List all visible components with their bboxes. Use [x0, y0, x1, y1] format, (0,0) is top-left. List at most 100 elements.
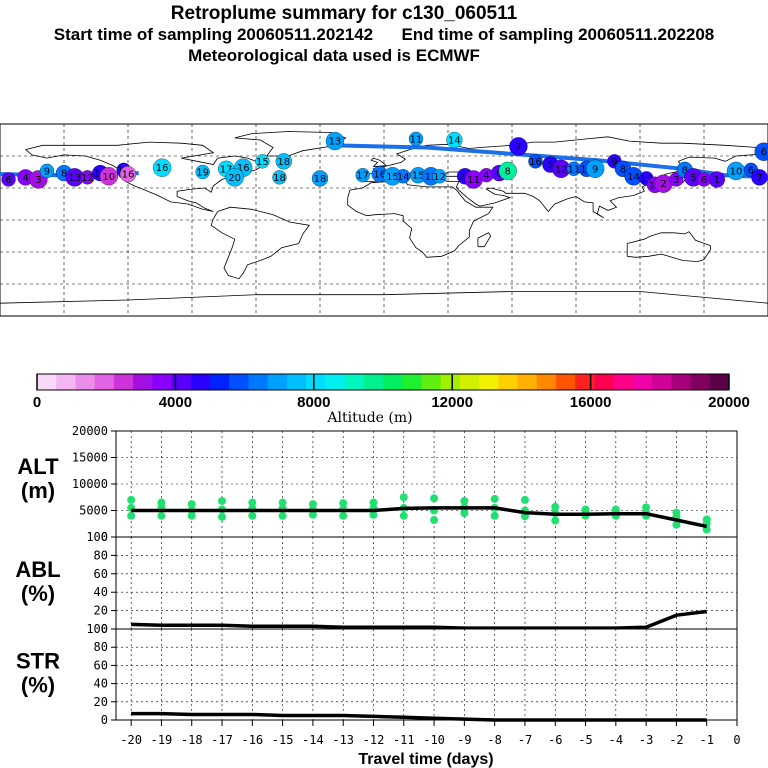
plume-marker-label: 7	[515, 142, 521, 153]
plume-marker	[754, 142, 768, 161]
colorbar-swatch	[171, 374, 192, 390]
plume-marker-label: 11	[467, 175, 480, 186]
altitude-point	[551, 502, 560, 511]
y-tick-label: 60	[94, 567, 108, 581]
plume-marker	[509, 137, 528, 156]
plume-marker-label: 8	[682, 165, 688, 176]
colorbar-swatch	[229, 374, 249, 390]
altitude-point	[399, 511, 408, 520]
altitude-point	[278, 511, 287, 520]
plume-marker-label: 6	[761, 147, 767, 158]
colorbar-swatch	[536, 374, 557, 390]
colorbar-swatch	[344, 374, 365, 390]
chart-title: Retroplume summary for c130_060511	[170, 3, 518, 24]
colorbar-tick-label: 20000	[708, 394, 750, 411]
colorbar-swatch	[306, 374, 326, 390]
coastline	[626, 231, 711, 263]
colorbar-tick-label: 8000	[297, 394, 330, 411]
x-tick-label: -15	[272, 733, 294, 747]
plume-marker-label: 9	[592, 164, 598, 175]
y-tick-label: 100	[86, 530, 108, 544]
colorbar-swatch	[113, 374, 134, 390]
panel-label-line1: ALT	[17, 454, 59, 479]
colorbar-title: Altitude (m)	[326, 410, 412, 426]
x-tick-label: -19	[151, 733, 173, 747]
coastline	[347, 180, 494, 258]
series-line	[131, 506, 708, 529]
plume-marker-label: 12	[433, 172, 446, 183]
plume-marker	[311, 170, 329, 187]
x-axis: -20 -19 -18 -17 -16 -15 -14 -13 -12 -11 -10 -9 -8 -7-…	[120, 720, 741, 768]
plume-marker-label: 2	[660, 179, 666, 190]
plume-marker-label: 20	[228, 173, 241, 184]
x-tick-label: -5	[578, 733, 592, 747]
plume-marker	[1, 172, 16, 187]
plume-marker-label: 16	[373, 170, 386, 181]
x-axis-title: Travel time (days)	[358, 751, 493, 768]
y-tick-label: 5000	[79, 504, 108, 518]
colorbar-swatch	[75, 374, 96, 390]
coastline	[477, 232, 492, 248]
y-tick-label: 80	[94, 548, 108, 562]
y-tick-label: 20000	[72, 424, 108, 438]
x-tick-label: -3	[639, 733, 653, 747]
map-gridlines	[0, 124, 768, 316]
x-tick-label: -13	[332, 733, 354, 747]
altitude-point	[430, 494, 439, 503]
plume-marker-label: 14	[448, 136, 461, 147]
plume-marker-label: 12	[555, 164, 568, 175]
altitude-point	[430, 516, 439, 525]
plume-marker-label: 4	[22, 173, 28, 184]
plume-marker	[99, 167, 118, 186]
x-tick-label: 0	[733, 733, 740, 747]
y-tick-label: 100	[86, 622, 108, 636]
colorbar-swatch	[575, 374, 595, 390]
plume-marker	[39, 163, 55, 179]
colorbar-tick-label: 12000	[431, 394, 473, 411]
colorbar-swatch	[709, 374, 730, 390]
plume-marker-label: 13	[68, 173, 81, 184]
plume-marker-label: 13	[640, 174, 653, 185]
x-tick-label: -18	[181, 733, 203, 747]
altitude-point	[369, 498, 378, 507]
colorbar-tick-label: 4000	[159, 394, 192, 411]
coastline	[0, 291, 768, 304]
colorbar-swatch	[383, 374, 403, 390]
plume-marker	[432, 169, 447, 184]
panel-frame	[115, 628, 738, 721]
plume-marker-label: 16	[529, 157, 542, 168]
altitude-point	[127, 495, 136, 504]
x-tick-label: -11	[393, 733, 415, 747]
altitude-point	[460, 509, 469, 518]
colorbar-swatch	[613, 374, 634, 390]
plume-marker	[355, 168, 370, 183]
x-tick-label: -8	[487, 733, 501, 747]
plume-marker	[195, 164, 210, 180]
plume-marker	[152, 158, 172, 177]
altitude-point	[278, 498, 287, 507]
panel-frame	[115, 536, 738, 630]
colorbar-swatch	[671, 374, 691, 390]
colorbar-swatch	[421, 374, 442, 390]
panel-label-line2: (%)	[21, 581, 55, 606]
y-tick-label: 0	[101, 530, 108, 544]
x-tick-label: -14	[302, 733, 324, 747]
plume-marker	[325, 131, 345, 151]
colorbar-swatch	[210, 374, 230, 390]
altitude-point	[218, 512, 227, 521]
altitude-point	[611, 505, 620, 514]
colorbar-swatch	[37, 374, 57, 390]
plume-markers: 6439813121110141616191716151820181813171…	[1, 131, 768, 193]
plume-marker	[586, 159, 605, 178]
plume-marker-label: 6	[701, 175, 707, 186]
altitude-colorbar: 0 4000 8000 12000 16000 20000 Altitude (m)	[33, 373, 750, 426]
met-data-note: Meteorological data used is ECMWF	[188, 46, 480, 65]
panel-label-line1: ABL	[15, 557, 60, 582]
colorbar-swatch	[363, 374, 384, 390]
colorbar-swatch	[286, 374, 307, 390]
plume-marker-label: 6	[748, 165, 754, 176]
x-tick-label: -20	[120, 733, 142, 747]
plume-marker-label: 18	[314, 174, 327, 185]
plume-marker-label: 9	[44, 166, 50, 177]
colorbar-swatch	[152, 374, 172, 390]
